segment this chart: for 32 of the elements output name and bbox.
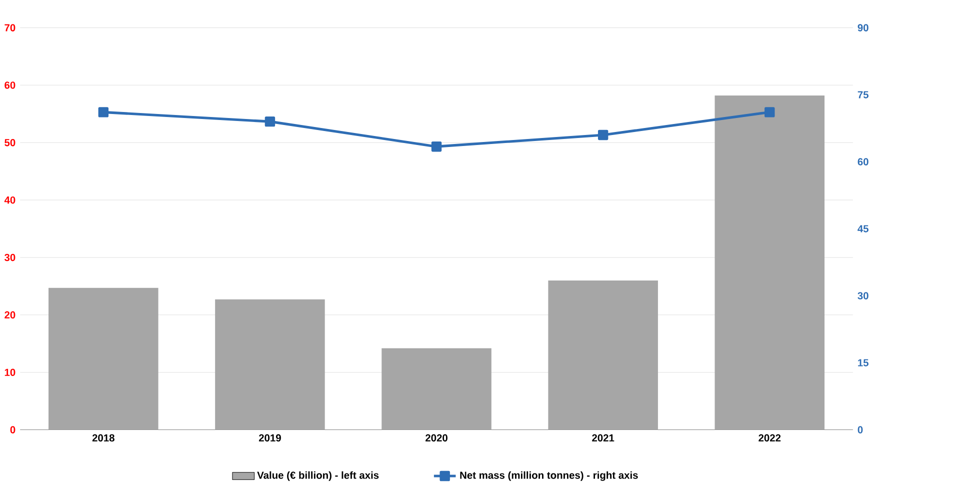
y2-tick-label: 60	[858, 158, 868, 166]
bar	[215, 299, 325, 430]
y-tick-label: 40	[4, 196, 16, 204]
bar	[48, 288, 158, 430]
x-tick-label: 2021	[592, 434, 614, 442]
y-tick-label: 50	[4, 139, 16, 146]
bar	[382, 348, 492, 430]
y2-tick-label: 30	[858, 292, 868, 300]
y2-tick-label: 45	[858, 225, 868, 232]
y-tick-label: 70	[4, 24, 16, 32]
point	[98, 107, 109, 118]
y2-tick-label: 15	[858, 359, 868, 366]
x-tick-label: 2020	[426, 434, 448, 442]
x-tick-label: 2018	[92, 434, 114, 442]
y-tick-label: 0	[10, 426, 16, 434]
bar	[714, 96, 825, 430]
y-tick-label: 10	[4, 368, 16, 376]
y-tick-label: 20	[4, 311, 16, 319]
y-tick-label: 30	[4, 254, 16, 262]
y2-tick-label: 90	[858, 24, 868, 32]
y2-tick-label: 0	[858, 426, 863, 434]
x-tick-label: 2022	[758, 434, 781, 442]
point	[598, 130, 608, 140]
y2-tick-label: 75	[858, 91, 868, 98]
legend-label: Net mass (million tonnes) - right axis	[460, 471, 638, 481]
x-tick-label: 2019	[258, 434, 281, 442]
legend-label: Value (€ billion) - left axis	[257, 471, 379, 481]
point	[764, 107, 775, 118]
bar	[548, 280, 658, 430]
y-tick-label: 60	[4, 82, 16, 89]
point	[264, 116, 276, 127]
point	[431, 142, 442, 152]
